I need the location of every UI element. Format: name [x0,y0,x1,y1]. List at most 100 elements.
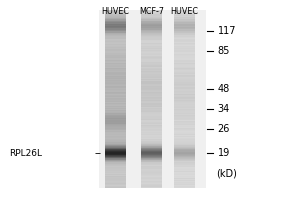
Bar [174,16,195,17]
Bar [105,24,126,25]
Bar [174,50,195,51]
Bar [141,82,162,83]
Text: 19: 19 [218,148,230,158]
Bar [105,17,126,18]
Bar [174,161,195,162]
Bar [141,156,162,157]
Bar [105,178,126,179]
Bar [141,96,162,97]
Bar [105,82,126,83]
Bar [174,30,195,31]
Bar [141,105,162,106]
Bar [141,143,162,144]
Bar [105,35,126,36]
Bar [105,121,126,122]
Bar [141,10,162,11]
Bar [141,101,162,102]
Bar [141,135,162,136]
Bar [105,177,126,178]
Bar [141,89,162,90]
Bar [174,14,195,15]
Bar [174,12,195,13]
Bar [174,172,195,173]
Bar [174,157,195,158]
Bar [105,89,126,90]
Bar [105,59,126,60]
Bar [141,19,162,20]
Bar [141,28,162,29]
Bar [105,11,126,12]
Bar [141,151,162,152]
Bar [174,31,195,32]
Bar [105,140,126,141]
Bar [174,107,195,108]
Bar [141,150,162,151]
Bar [99,10,206,188]
Bar [105,13,126,14]
Bar [105,105,126,106]
Bar [105,126,126,127]
Bar [174,80,195,81]
Bar [105,140,126,141]
Bar [141,102,162,103]
Bar [105,135,126,136]
Bar [174,36,195,37]
Bar [141,183,162,184]
Bar [105,107,126,108]
Bar [105,186,126,187]
Bar [105,175,126,176]
Bar [141,35,162,36]
Bar [105,96,126,97]
Bar [141,111,162,112]
Bar [141,11,162,12]
Bar [174,32,195,33]
Bar [141,134,162,135]
Bar [105,176,126,177]
Bar [174,18,195,19]
Bar [105,115,126,116]
Bar [141,57,162,58]
Bar [105,131,126,132]
Bar [141,134,162,135]
Bar [141,146,162,147]
Bar [141,71,162,72]
Bar [174,90,195,91]
Bar [105,94,126,95]
Bar [141,163,162,164]
Bar [141,167,162,168]
Bar [141,48,162,49]
Bar [105,151,126,152]
Bar [174,81,195,82]
Bar [105,56,126,57]
Bar [141,175,162,176]
Bar [174,23,195,24]
Bar [141,102,162,103]
Bar [105,147,126,148]
Bar [105,41,126,42]
Bar [105,129,126,130]
Bar [105,179,126,180]
Bar [174,22,195,23]
Bar [174,96,195,97]
Bar [174,44,195,45]
Bar [174,143,195,144]
Bar [141,52,162,53]
Bar [141,184,162,185]
Bar [141,99,162,100]
Bar [105,174,126,175]
Bar [105,125,126,126]
Bar [174,106,195,107]
Bar [174,180,195,181]
Bar [174,75,195,76]
Bar [174,51,195,52]
Bar [105,113,126,114]
Bar [105,54,126,55]
Bar [141,78,162,79]
Bar [105,118,126,119]
Bar [174,60,195,61]
Bar [141,83,162,84]
Bar [174,89,195,90]
Bar [174,101,195,102]
Bar [105,23,126,24]
Bar [174,133,195,134]
